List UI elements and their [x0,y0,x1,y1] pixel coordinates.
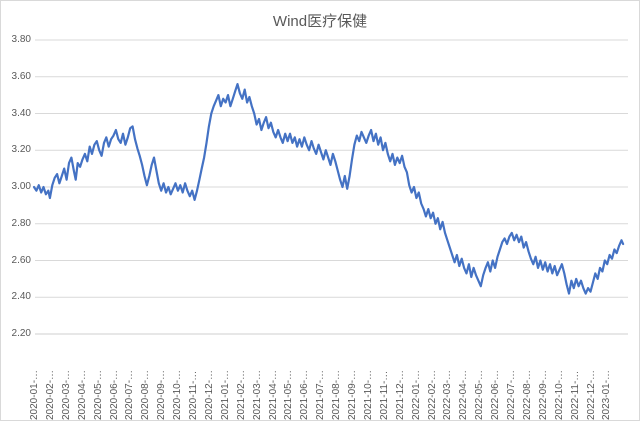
x-tick-label: 2020-08-… [140,369,152,420]
x-tick-label: 2020-07-… [124,369,136,420]
y-tick-label: 3.00 [11,181,31,192]
x-tick-label: 2022-04-… [458,369,470,420]
x-tick-label: 2021-11-… [378,370,390,420]
x-tick-label: 2020-06-… [108,369,120,420]
y-tick-label: 2.80 [11,217,31,229]
x-tick-label: 2021-02-… [235,369,247,420]
y-tick-label: 2.60 [11,254,31,266]
x-tick-label: 2020-10-… [172,369,184,420]
y-tick-label: 2.20 [11,328,31,339]
x-tick-label: 2021-08-… [331,369,343,420]
x-tick-label: 2021-03-… [251,369,263,420]
x-tick-label: 2020-12-… [203,369,215,420]
x-tick-label: 2020-03-… [60,369,72,420]
y-tick-label: 3.80 [11,34,31,45]
x-tick-label: 2022-09-… [537,369,549,420]
x-tick-label: 2020-11-… [188,370,199,420]
x-tick-label: 2022-05-… [474,369,486,420]
chart-title: Wind医疗保健 [272,13,368,30]
y-tick-label: 3.60 [11,70,31,82]
x-tick-label: 2021-07-… [315,369,327,420]
x-tick-label: 2021-10-… [362,369,374,420]
y-tick-label: 3.20 [11,144,31,156]
x-tick-label: 2022-03-… [442,369,454,420]
x-tick-label: 2020-04-… [76,369,88,420]
y-tick-label: 3.40 [11,107,31,119]
x-tick-label: 2022-02-… [426,369,438,420]
x-tick-label: 2021-06-… [299,369,311,420]
x-tick-label: 2020-05-… [92,369,104,420]
x-tick-label: 2020-02-… [44,369,56,420]
x-tick-label: 2021-05-… [283,369,295,420]
x-tick-label: 2020-09-… [156,369,168,420]
x-tick-label: 2022-12-… [585,369,597,420]
x-tick-label: 2022-11-… [569,370,581,420]
x-tick-label: 2022-01-… [410,369,422,420]
x-tick-label: 2021-12-… [394,369,406,420]
x-tick-label: 2020-01-… [29,369,40,420]
series-line [32,82,625,295]
x-tick-label: 2021-01-… [219,369,231,420]
x-tick-label: 2021-09-… [347,369,358,420]
x-tick-label: 2022-08-… [521,369,533,420]
x-tick-label: 2022-06-… [490,369,502,420]
x-tick-label: 2023-01-… [601,369,613,420]
x-tick-label: 2022-07-… [506,369,517,420]
x-tick-label: 2022-10-… [553,369,565,420]
y-tick-label: 2.40 [11,291,31,303]
x-tick-label: 2021-04-… [267,369,279,420]
